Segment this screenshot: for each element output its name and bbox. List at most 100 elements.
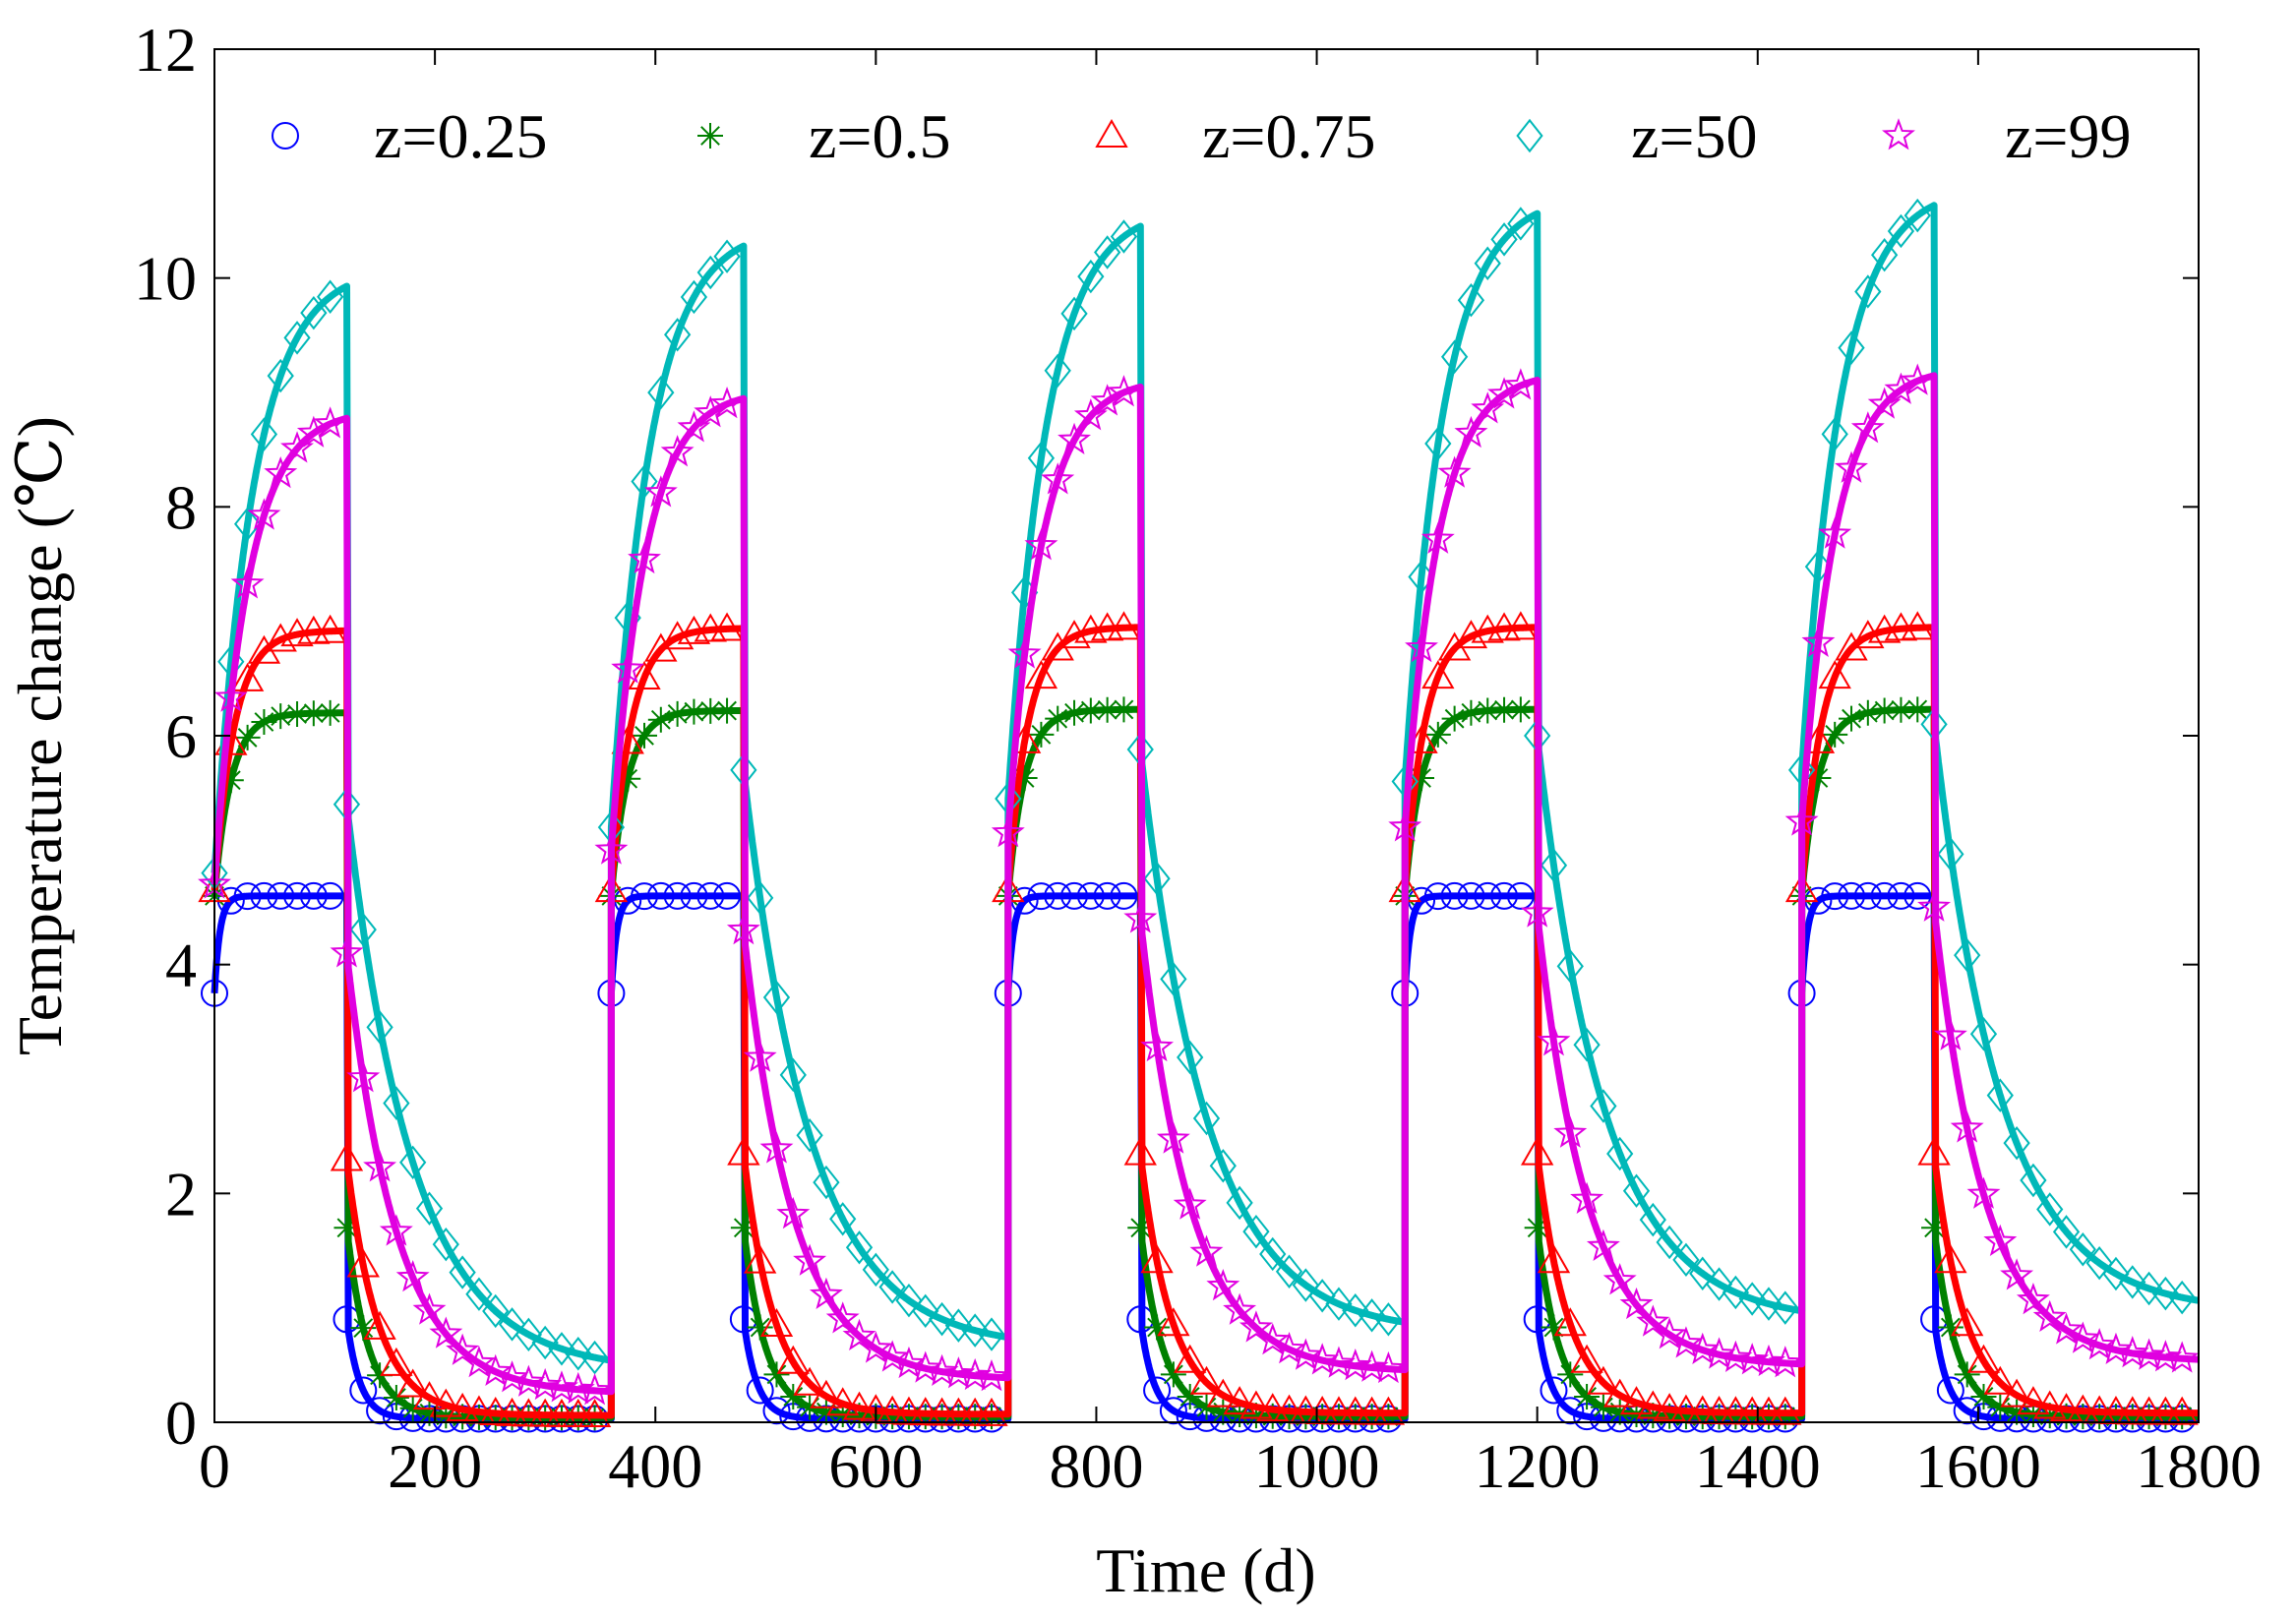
data-point-circle	[631, 882, 659, 911]
data-point-star	[1702, 1337, 1736, 1369]
data-point-star	[1322, 1346, 1356, 1378]
data-point-triangle	[1371, 1396, 1406, 1425]
data-point-star	[1653, 1317, 1687, 1349]
data-point-triangle	[396, 1368, 430, 1398]
data-point-star	[1933, 1018, 1967, 1050]
data-point-asterisk	[2070, 1403, 2096, 1429]
data-point-diamond	[1077, 259, 1105, 294]
legend: z=0.25 z=0.5 z=0.75 z=50 z=99	[272, 101, 2132, 171]
data-point-triangle	[1934, 1244, 1967, 1274]
x-axis-label: Time (d)	[1096, 1535, 1315, 1605]
data-point-asterisk	[1755, 1404, 1782, 1430]
data-point-circle	[1143, 1376, 1172, 1405]
data-point-diamond	[267, 358, 294, 393]
data-point-diamond	[1887, 213, 1915, 249]
data-point-diamond	[1242, 1214, 1270, 1249]
data-point-asterisk	[1689, 1404, 1716, 1430]
data-point-diamond	[631, 464, 658, 499]
data-point-asterisk	[234, 724, 261, 750]
series-line	[211, 202, 2202, 1364]
data-point-asterisk	[399, 1395, 426, 1421]
y-tick-label: 10	[134, 244, 197, 314]
data-point-asterisk	[2086, 1404, 2113, 1430]
data-point-diamond	[2036, 1192, 2064, 1227]
data-point-triangle	[2165, 1396, 2199, 1425]
legend-label: z=0.75	[1202, 101, 1376, 171]
data-point-diamond	[2020, 1163, 2047, 1198]
data-point-triangle	[1504, 611, 1538, 640]
data-point-asterisk	[1160, 1361, 1186, 1388]
data-point-asterisk	[1028, 721, 1055, 748]
data-point-asterisk	[1672, 1403, 1699, 1429]
data-point-star	[1818, 516, 1852, 549]
x-tick-label: 1600	[1915, 1431, 2041, 1501]
data-point-star	[313, 406, 347, 439]
data-point-star	[528, 1367, 563, 1401]
data-point-diamond	[747, 880, 774, 916]
data-point-star	[2083, 1328, 2117, 1360]
data-point-diamond	[1903, 198, 1931, 233]
data-point-star	[726, 912, 760, 945]
data-point-circle	[1027, 882, 1056, 911]
data-point-triangle	[1355, 1396, 1389, 1425]
data-point-star	[1156, 1121, 1190, 1154]
data-point-star	[891, 1346, 926, 1379]
x-tick-label: 800	[1049, 1431, 1143, 1501]
data-point-diamond	[2102, 1256, 2130, 1291]
data-point-diamond	[1838, 330, 1865, 365]
data-point-diamond	[1986, 1078, 2014, 1112]
data-point-star	[2132, 1338, 2166, 1370]
data-point-circle	[299, 881, 328, 910]
data-point-triangle	[1454, 620, 1488, 649]
data-point-diamond	[1689, 1256, 1717, 1290]
data-point-diamond	[1358, 1298, 1386, 1333]
series-layer	[198, 198, 2202, 1433]
data-point-triangle	[1421, 660, 1455, 690]
data-point-asterisk	[1177, 1383, 1203, 1409]
data-point-asterisk	[1094, 696, 1120, 723]
series-line	[211, 624, 2202, 1419]
data-point-asterisk	[383, 1384, 409, 1410]
data-point-asterisk	[763, 1361, 790, 1388]
data-point-diamond	[961, 1313, 989, 1348]
data-point-star	[1007, 636, 1042, 669]
data-point-asterisk	[1409, 765, 1435, 792]
data-point-triangle	[1983, 1365, 2017, 1395]
data-point-diamond	[498, 1307, 526, 1342]
data-point-star	[809, 1277, 843, 1310]
series-z=50	[201, 198, 2202, 1375]
data-point-triangle	[776, 1345, 810, 1374]
data-point-star	[379, 1214, 413, 1246]
data-point-triangle	[1223, 1386, 1256, 1415]
data-point-asterisk	[1954, 1361, 1980, 1388]
data-point-diamond	[565, 1337, 592, 1371]
data-point-star	[1768, 1346, 1802, 1378]
data-point-diamond	[1639, 1202, 1666, 1237]
y-axis-label: Temperature change (℃)	[5, 416, 75, 1055]
data-point-asterisk	[333, 1215, 360, 1241]
data-point-diamond	[928, 1301, 956, 1337]
data-point-triangle	[1256, 1393, 1290, 1422]
data-point-triangle	[710, 612, 744, 641]
legend-marker-circle	[272, 122, 299, 150]
data-point-circle	[1474, 881, 1502, 910]
data-point-asterisk	[1772, 1404, 1798, 1430]
data-point-star	[1784, 804, 1819, 836]
data-point-diamond	[300, 295, 328, 330]
data-point-triangle	[793, 1366, 826, 1396]
data-point-triangle	[1305, 1396, 1339, 1425]
data-point-triangle	[528, 1398, 562, 1427]
data-point-diamond	[1160, 962, 1187, 996]
data-point-asterisk	[2053, 1403, 2080, 1429]
data-point-triangle	[1702, 1396, 1736, 1425]
data-point-triangle	[562, 1398, 595, 1427]
data-point-asterisk	[2136, 1404, 2162, 1430]
data-point-triangle	[941, 1397, 976, 1426]
data-point-star	[2066, 1321, 2100, 1353]
data-point-triangle	[1917, 1136, 1951, 1166]
data-point-triangle	[1239, 1390, 1273, 1419]
data-point-star	[1619, 1287, 1654, 1320]
data-point-star	[577, 1373, 612, 1406]
data-point-star	[1206, 1268, 1240, 1301]
data-point-circle	[1936, 1376, 1964, 1405]
